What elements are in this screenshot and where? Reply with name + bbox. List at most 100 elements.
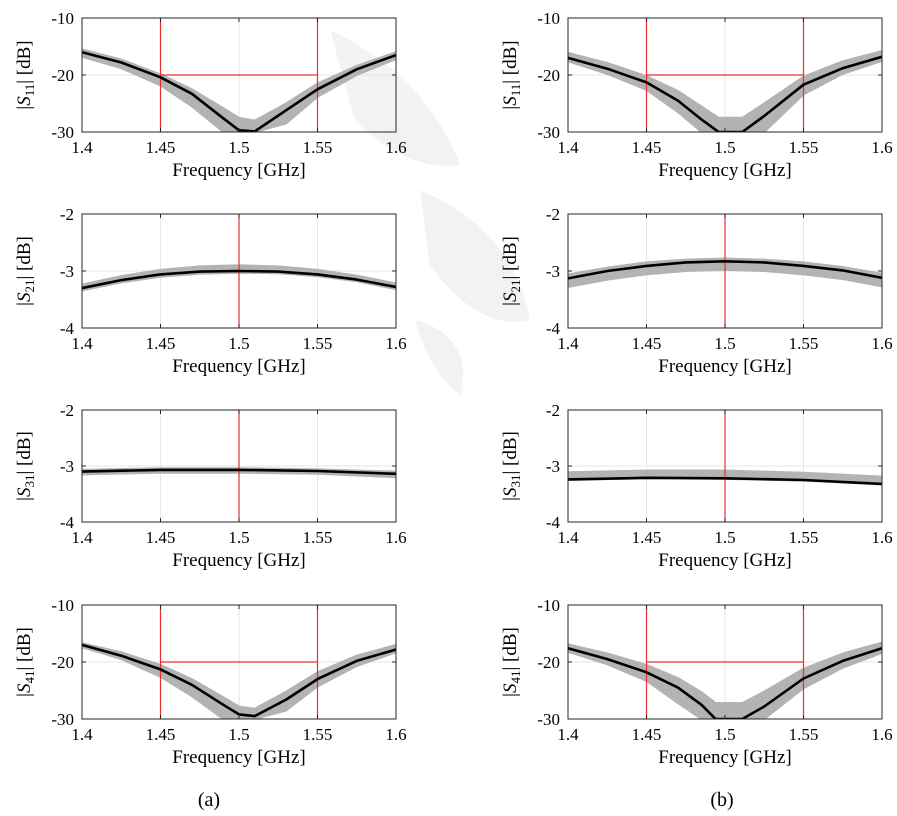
- y-axis-label: |S31| [dB]: [14, 431, 37, 501]
- x-tick-label: 1.4: [557, 334, 579, 353]
- chart-panel-a-s31: 1.4 1.45 1.5 1.55 1.6 -2 -3 -4 Frequency [GHz] |S…: [14, 401, 407, 571]
- y-label-unit: [dB]: [14, 40, 35, 75]
- x-axis-label: Frequency [GHz]: [172, 747, 305, 768]
- x-tick-label: 1.45: [632, 528, 662, 547]
- nominal-curve: [568, 476, 882, 486]
- y-tick-label: -4: [60, 513, 75, 532]
- x-tick-label: 1.4: [557, 528, 579, 547]
- y-label-symbol: S: [14, 683, 35, 693]
- y-tick-label: -10: [537, 9, 560, 28]
- y-tick-label: -30: [537, 710, 560, 729]
- y-axis-label: |S31| [dB]: [500, 431, 523, 501]
- monte-carlo-band: [568, 641, 882, 719]
- y-tick-label: -20: [537, 653, 560, 672]
- y-label-symbol: S: [500, 292, 521, 302]
- x-tick-label: 1.6: [871, 138, 892, 157]
- chart-panel-b-s21: 1.4 1.45 1.5 1.55 1.6 -2 -3 -4 Frequency [GHz] |S…: [500, 205, 893, 377]
- y-tick-label: -30: [51, 710, 74, 729]
- chart-panel-a-s21: 1.4 1.45 1.5 1.55 1.6 -2 -3 -4 Frequency [GHz] |S…: [14, 205, 407, 377]
- x-tick-label: 1.6: [871, 528, 892, 547]
- x-tick-label: 1.5: [714, 725, 735, 744]
- y-tick-label: -2: [60, 401, 74, 420]
- x-tick-label: 1.6: [385, 725, 406, 744]
- x-axis-label: Frequency [GHz]: [658, 356, 791, 377]
- chart-panel-b-s11: 1.4 1.45 1.5 1.55 1.6 -10 -20 -30 Frequency [GHz…: [500, 9, 893, 181]
- x-axis-label: Frequency [GHz]: [172, 356, 305, 377]
- y-axis-label: |S11| [dB]: [500, 40, 523, 109]
- y-label-unit: [dB]: [14, 627, 35, 662]
- y-label-symbol: S: [14, 96, 35, 106]
- x-tick-label: 1.55: [789, 528, 819, 547]
- y-label-subscript: 41: [508, 671, 523, 684]
- y-label-symbol: S: [14, 292, 35, 302]
- y-label-subscript: 31: [22, 475, 37, 488]
- x-tick-label: 1.4: [71, 528, 93, 547]
- y-tick-label: -3: [546, 262, 560, 281]
- x-tick-label: 1.6: [871, 725, 892, 744]
- x-tick-label: 1.4: [557, 725, 579, 744]
- x-tick-label: 1.45: [632, 334, 662, 353]
- y-axis-label: |S41| [dB]: [500, 627, 523, 697]
- chart-panel-b-s31: 1.4 1.45 1.5 1.55 1.6 -2 -3 -4 Frequency [GHz] |S…: [500, 401, 893, 571]
- panel-label-a: (a): [198, 789, 220, 811]
- y-tick-label: -4: [546, 513, 561, 532]
- y-tick-label: -20: [51, 653, 74, 672]
- y-label-unit: [dB]: [500, 236, 521, 271]
- x-tick-label: 1.4: [557, 138, 579, 157]
- x-tick-label: 1.55: [789, 725, 819, 744]
- x-tick-label: 1.55: [789, 138, 819, 157]
- y-tick-label: -10: [51, 596, 74, 615]
- y-tick-label: -2: [546, 401, 560, 420]
- y-label-subscript: 21: [508, 280, 523, 293]
- x-tick-label: 1.5: [714, 334, 735, 353]
- y-label-symbol: S: [500, 96, 521, 106]
- nominal-curve: [568, 55, 882, 132]
- x-axis-label: Frequency [GHz]: [658, 550, 791, 571]
- y-label-subscript: 21: [22, 280, 37, 293]
- y-tick-label: -30: [537, 123, 560, 142]
- x-tick-label: 1.4: [71, 725, 93, 744]
- x-tick-label: 1.55: [303, 528, 333, 547]
- x-axis-label: Frequency [GHz]: [658, 747, 791, 768]
- x-tick-label: 1.55: [303, 334, 333, 353]
- y-tick-label: -10: [537, 596, 560, 615]
- chart-panel-b-s41: 1.4 1.45 1.5 1.55 1.6 -10 -20 -30 Frequency [GHz…: [500, 596, 893, 768]
- x-tick-label: 1.6: [385, 334, 406, 353]
- y-label-subscript: 41: [22, 671, 37, 684]
- x-tick-label: 1.5: [714, 138, 735, 157]
- x-tick-label: 1.45: [632, 138, 662, 157]
- chart-panel-a-s11: 1.4 1.45 1.5 1.55 1.6 -10 -20 -30 Frequency [GHz…: [14, 9, 407, 181]
- y-axis-label: |S21| [dB]: [14, 236, 37, 306]
- y-label-symbol: S: [14, 487, 35, 497]
- x-tick-label: 1.45: [146, 725, 176, 744]
- monte-carlo-band: [82, 642, 396, 719]
- y-tick-label: -4: [60, 319, 75, 338]
- x-tick-label: 1.4: [71, 334, 93, 353]
- y-label-unit: [dB]: [500, 627, 521, 662]
- x-tick-label: 1.55: [303, 138, 333, 157]
- nominal-curve: [568, 647, 882, 719]
- nominal-curve: [568, 259, 882, 280]
- nominal-curve: [82, 269, 396, 290]
- y-tick-label: -2: [546, 205, 560, 224]
- y-tick-label: -3: [60, 262, 74, 281]
- x-tick-label: 1.45: [632, 725, 662, 744]
- y-tick-label: -2: [60, 205, 74, 224]
- y-label-subscript: 11: [22, 84, 37, 97]
- monte-carlo-band: [82, 264, 396, 292]
- x-tick-label: 1.5: [714, 528, 735, 547]
- y-label-symbol: S: [500, 487, 521, 497]
- x-tick-label: 1.55: [789, 334, 819, 353]
- y-tick-label: -3: [60, 457, 74, 476]
- y-axis-label: |S41| [dB]: [14, 627, 37, 697]
- chart-panel-a-s41: 1.4 1.45 1.5 1.55 1.6 -10 -20 -30 Frequency [GHz…: [14, 596, 407, 768]
- y-label-unit: [dB]: [14, 431, 35, 466]
- x-tick-label: 1.5: [228, 725, 249, 744]
- y-axis-label: |S11| [dB]: [14, 40, 37, 109]
- nominal-curve: [82, 468, 396, 476]
- y-axis-label: |S21| [dB]: [500, 236, 523, 306]
- x-tick-label: 1.45: [146, 138, 176, 157]
- y-label-unit: [dB]: [500, 40, 521, 75]
- x-tick-label: 1.5: [228, 334, 249, 353]
